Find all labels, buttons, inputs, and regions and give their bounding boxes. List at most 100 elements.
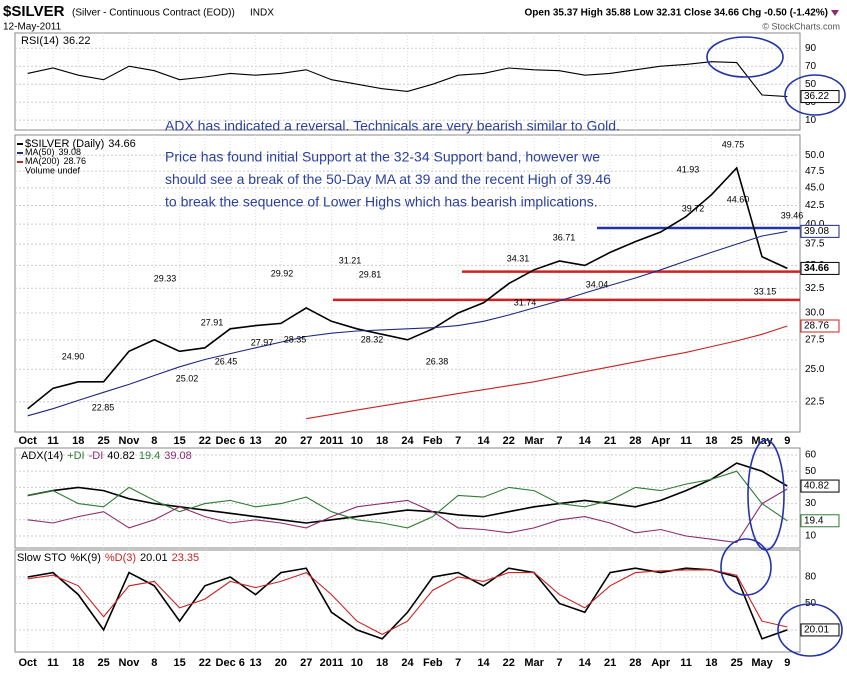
annotation: to break the sequence of Lower Highs whi…: [165, 194, 598, 210]
price-label: 27.91: [201, 317, 224, 327]
legend-value: 39.08: [164, 450, 192, 462]
last-value: 28.76: [804, 321, 829, 332]
price-label: 34.31: [507, 253, 530, 263]
legend-value: 34.66: [108, 138, 136, 150]
price-label: 29.92: [271, 268, 294, 278]
price-label: 29.33: [154, 273, 177, 283]
y-tick-label: 90: [805, 43, 817, 54]
x-tick-label: 10: [351, 657, 363, 669]
price-label: 39.46: [781, 210, 804, 220]
down-arrow: [831, 10, 839, 16]
x-tick-label: 11: [680, 435, 692, 447]
price-label: 39.72: [682, 203, 705, 213]
description: (Silver - Continuous Contract (EOD)): [72, 8, 235, 19]
price-label: 22.85: [92, 402, 115, 412]
last-value: 34.66: [804, 263, 829, 274]
legend-value: 36.22: [63, 35, 91, 47]
x-tick-label: 22: [199, 435, 211, 447]
y-tick-label: 45.0: [805, 182, 825, 193]
x-tick-label: 21: [604, 657, 616, 669]
x-tick-label: 7: [455, 435, 461, 447]
x-tick-label: 7: [455, 657, 461, 669]
y-tick-label: 42.5: [805, 200, 825, 211]
series-line: [27, 569, 788, 636]
ellipse: [706, 36, 784, 78]
x-tick-label: 7: [556, 657, 562, 669]
x-tick-label: Dec 6: [216, 435, 245, 447]
y-tick-label: 30.0: [805, 308, 825, 319]
x-tick-label: Apr: [651, 657, 671, 669]
x-tick-label: Oct: [18, 435, 37, 447]
price-label: 31.21: [339, 255, 362, 265]
x-tick-label: 25: [98, 657, 110, 669]
legend-entry: $SILVER (Daily) 34.66: [25, 138, 136, 150]
legend-value: 20.01: [140, 552, 168, 564]
legend-value: 19.4: [139, 450, 160, 462]
panel-label: ADX(14) +DI -DI 40.82 19.4 39.08: [21, 450, 192, 462]
price-label: 26.38: [426, 356, 449, 366]
y-tick-label: 47.5: [805, 166, 825, 177]
price-label: 33.15: [754, 286, 777, 296]
x-tick-label: 2011: [320, 657, 344, 669]
x-tick-label: 28: [629, 435, 641, 447]
x-tick-label: 8: [151, 435, 157, 447]
y-tick-label: 22.5: [805, 396, 825, 407]
x-tick-label: Feb: [423, 435, 443, 447]
value-box: [800, 224, 840, 238]
x-tick-label: 7: [556, 435, 562, 447]
x-tick-label: 2011: [320, 435, 344, 447]
x-tick-label: 18: [72, 435, 84, 447]
x-tick-label: 25: [731, 657, 743, 669]
legend-name: %D(3): [105, 552, 136, 564]
x-tick-label: 20: [275, 657, 287, 669]
value-box: [800, 514, 840, 528]
y-tick-label: 80: [805, 572, 817, 583]
x-tick-label: 13: [249, 657, 261, 669]
y-tick-label: 50.0: [805, 150, 825, 161]
x-tick-label: Oct: [18, 657, 37, 669]
legend-value: 23.35: [172, 552, 200, 564]
x-tick-label: 21: [604, 435, 616, 447]
value-box: [800, 623, 840, 637]
last-value: 40.82: [804, 481, 829, 492]
last-value: 36.22: [804, 91, 829, 102]
y-tick-label: 50: [805, 466, 817, 477]
y-tick-label: 70: [805, 61, 817, 72]
x-tick-label: Mar: [524, 657, 544, 669]
annotation: should see a break of the 50-Day MA at 3…: [165, 171, 611, 187]
legend-entry: MA(50) 39.08: [25, 147, 81, 157]
exchange: INDX: [250, 8, 274, 19]
x-tick-label: May: [751, 657, 773, 669]
value-box: [800, 261, 840, 275]
x-tick-label: 8: [151, 657, 157, 669]
x-tick-label: 14: [477, 435, 490, 447]
panel-title: Slow STO: [17, 552, 67, 564]
x-tick-label: 18: [376, 435, 388, 447]
legend-name: ADX(14): [21, 450, 63, 462]
last-value: 39.08: [804, 226, 829, 237]
x-tick-label: 11: [47, 435, 59, 447]
series-line: [306, 325, 788, 420]
y-tick-label: 25.0: [805, 364, 825, 375]
x-tick-label: 25: [731, 435, 743, 447]
ellipses: [706, 36, 846, 657]
legend-value: 39.08: [59, 147, 82, 157]
x-tick-label: Mar: [524, 435, 544, 447]
legend-name: MA(50): [25, 147, 55, 157]
x-tick-label: Apr: [651, 435, 671, 447]
panel-label: RSI(14) 36.22: [21, 35, 90, 47]
y-tick-label: 60: [805, 450, 817, 461]
x-tick-label: 14: [579, 657, 592, 669]
y-tick-label: 40.0: [805, 219, 825, 230]
price-label: 24.90: [62, 351, 85, 361]
quote: Open 35.37 High 35.88 Low 32.31 Close 34…: [525, 8, 828, 19]
legend-value: 28.76: [64, 156, 87, 166]
x-tick-label: 22: [199, 657, 211, 669]
series-line: [27, 61, 788, 98]
y-tick-label: 32.5: [805, 283, 825, 294]
legend-name: MA(200): [25, 156, 60, 166]
x-tick-label: 10: [351, 435, 363, 447]
y-tick-label: 27.5: [805, 334, 825, 345]
y-tick-label: 10: [805, 531, 817, 542]
y-tick-label: 37.5: [805, 239, 825, 250]
